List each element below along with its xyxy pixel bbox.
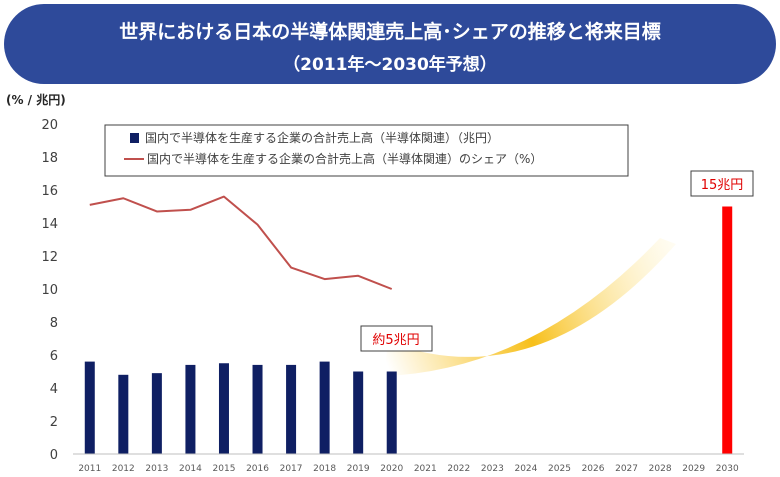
x-tick-label: 2011	[78, 464, 101, 474]
y-tick-label: 16	[41, 184, 58, 199]
x-tick-label: 2021	[414, 464, 437, 474]
line-series	[89, 195, 393, 290]
x-tick-label: 2022	[447, 464, 470, 474]
bar-sales	[185, 364, 196, 454]
legend-swatch-bar	[130, 133, 139, 143]
x-tick-label: 2024	[514, 464, 537, 474]
x-tick-label: 2012	[112, 464, 135, 474]
y-axis: 0 2 4 6 8 10 12 14 16 18 20	[41, 118, 58, 463]
callout-15-box	[690, 170, 754, 197]
legend-item-bar: 国内で半導体を生産する企業の合計売上高（半導体関連）（兆円）	[145, 130, 499, 145]
x-tick-label: 2030	[716, 464, 739, 474]
y-tick-label: 6	[50, 349, 58, 364]
bar-sales	[118, 374, 129, 454]
chart-subtitle: （2011年～2030年予想）	[283, 55, 497, 75]
y-tick-label: 2	[50, 415, 58, 430]
legend-item-line: 国内で半導体を生産する企業の合計売上高（半導体関連）のシェア（%）	[147, 151, 542, 166]
y-tick-label: 18	[41, 151, 58, 166]
bar-sales	[84, 361, 95, 454]
x-tick-label: 2014	[179, 464, 202, 474]
legend: 国内で半導体を生産する企業の合計売上高（半導体関連）（兆円） 国内で半導体を生産…	[104, 124, 629, 177]
x-tick-label: 2026	[582, 464, 605, 474]
bar-sales	[386, 371, 397, 454]
bar-sales	[218, 363, 229, 454]
y-tick-label: 10	[41, 283, 58, 298]
y-axis-unit-label: (% / 兆円)	[6, 92, 66, 107]
chart-title: 世界における日本の半導体関連売上高･シェアの推移と将来目標	[119, 21, 661, 43]
x-tick-label: 2025	[548, 464, 571, 474]
x-tick-label: 2020	[380, 464, 403, 474]
growth-arrow-shape	[384, 238, 676, 376]
bar-sales	[286, 364, 297, 454]
y-tick-label: 0	[50, 448, 58, 463]
y-tick-label: 8	[50, 316, 58, 331]
bar-sales	[319, 361, 330, 454]
line-share	[89, 195, 393, 290]
callouts: 約5兆円 15兆円	[360, 170, 754, 352]
x-axis: 2011 2012 2013 2014 2015 2016 2017 2018 2019 2020…	[73, 453, 744, 474]
y-tick-label: 12	[41, 250, 58, 265]
callout-15-trillion: 15兆円	[701, 178, 744, 193]
x-tick-label: 2016	[246, 464, 269, 474]
bar-sales	[252, 364, 263, 454]
bar-target-2030	[722, 206, 733, 454]
y-tick-label: 14	[41, 217, 58, 232]
callout-5-box	[360, 325, 433, 352]
bar-sales	[353, 371, 364, 454]
bar-sales	[151, 373, 162, 454]
growth-arrow	[384, 238, 676, 376]
title-banner: 世界における日本の半導体関連売上高･シェアの推移と将来目標 （2011年～203…	[4, 4, 776, 84]
x-tick-label: 2019	[347, 464, 370, 474]
x-tick-label: 2015	[213, 464, 236, 474]
x-tick-label: 2028	[649, 464, 672, 474]
y-tick-label: 20	[41, 118, 58, 133]
x-tick-label: 2029	[682, 464, 705, 474]
x-tick-label: 2017	[280, 464, 303, 474]
legend-box	[104, 124, 629, 177]
bar-series	[84, 206, 733, 454]
callout-5-trillion: 約5兆円	[372, 333, 419, 348]
x-tick-label: 2013	[145, 464, 168, 474]
y-tick-label: 4	[50, 382, 58, 397]
x-tick-label: 2027	[615, 464, 638, 474]
x-tick-label: 2018	[313, 464, 336, 474]
x-tick-label: 2023	[481, 464, 504, 474]
